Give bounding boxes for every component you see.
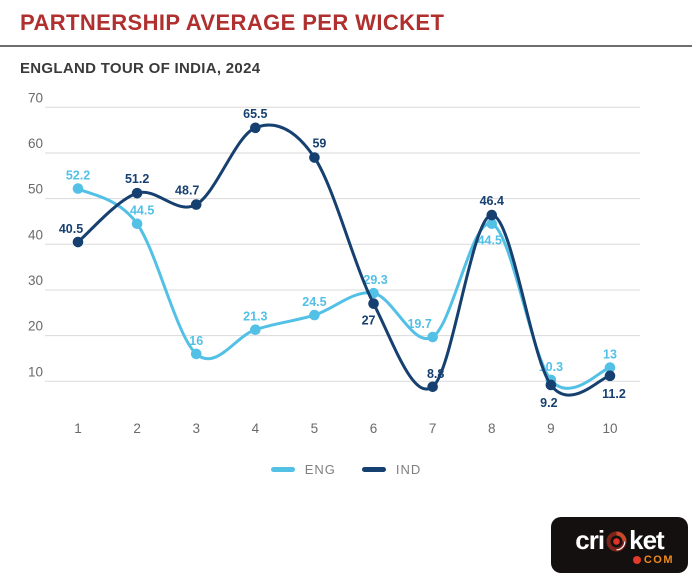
point-ind-4 bbox=[250, 122, 261, 134]
x-tick-label-6: 6 bbox=[370, 421, 378, 436]
x-tick-label-5: 5 bbox=[311, 421, 319, 436]
value-label-ind-2: 51.2 bbox=[125, 172, 149, 186]
y-tick-label-50: 50 bbox=[28, 182, 43, 197]
point-eng-8 bbox=[486, 218, 498, 230]
value-label-ind-1: 40.5 bbox=[59, 222, 83, 236]
logo-com-suffix: COM bbox=[632, 554, 674, 566]
point-eng-10 bbox=[604, 362, 616, 373]
logo-text-ket: ket bbox=[629, 525, 665, 555]
y-tick-label-30: 30 bbox=[28, 273, 43, 288]
value-label-eng-7: 19.7 bbox=[407, 317, 431, 331]
point-eng-5 bbox=[309, 309, 320, 321]
point-ind-1 bbox=[72, 236, 84, 248]
value-label-eng-8: 44.5 bbox=[478, 234, 502, 248]
point-ind-9 bbox=[545, 379, 557, 391]
logo-text-cri: cri bbox=[575, 525, 605, 555]
value-label-eng-3: 16 bbox=[189, 334, 203, 348]
x-tick-label-3: 3 bbox=[192, 421, 200, 436]
line-ind bbox=[76, 123, 612, 397]
x-tick-label-4: 4 bbox=[252, 421, 260, 436]
legend-label-ind: IND bbox=[395, 462, 422, 477]
point-eng-2 bbox=[131, 218, 143, 230]
value-label-ind-3: 48.7 bbox=[175, 184, 199, 198]
value-label-eng-4: 21.3 bbox=[243, 310, 267, 324]
value-label-ind-6: 27 bbox=[362, 314, 376, 328]
x-tick-label-8: 8 bbox=[488, 421, 496, 436]
legend-item-ind: IND bbox=[361, 462, 422, 477]
cricket-ball-icon bbox=[605, 530, 628, 553]
eng-line-swatch bbox=[270, 467, 295, 472]
x-tick-label-9: 9 bbox=[547, 421, 555, 436]
value-label-ind-7: 8.8 bbox=[427, 367, 444, 381]
y-tick-label-10: 10 bbox=[28, 364, 43, 379]
y-tick-label-20: 20 bbox=[28, 319, 43, 334]
value-label-eng-2: 44.5 bbox=[130, 204, 154, 218]
chart-legend: ENG IND bbox=[0, 462, 692, 477]
value-label-ind-9: 9.2 bbox=[540, 396, 557, 410]
value-label-ind-5: 59 bbox=[312, 137, 326, 151]
value-label-ind-8: 46.4 bbox=[480, 194, 504, 208]
logo-text-com: COM bbox=[643, 554, 674, 566]
value-label-eng-10: 13 bbox=[603, 348, 617, 362]
point-ind-10 bbox=[604, 370, 616, 382]
value-label-eng-1: 52.2 bbox=[66, 169, 90, 183]
x-tick-label-10: 10 bbox=[602, 421, 617, 436]
x-tick-label-2: 2 bbox=[133, 421, 141, 436]
point-ind-8 bbox=[486, 209, 498, 221]
title-separator bbox=[0, 45, 692, 47]
y-tick-label-70: 70 bbox=[28, 92, 43, 105]
point-ind-2 bbox=[131, 187, 143, 199]
point-eng-7 bbox=[427, 331, 438, 343]
page-title: PARTNERSHIP AVERAGE PER WICKET bbox=[20, 10, 445, 35]
x-tick-label-7: 7 bbox=[429, 421, 437, 436]
ind-line-swatch bbox=[361, 467, 386, 472]
point-ind-6 bbox=[368, 298, 379, 309]
partnership-chart: 10 20 30 40 50 60 70 1 2 3 4 5 6 7 8 9 10 52.2 44.5 16 21.3 2… bbox=[0, 92, 692, 444]
point-eng-3 bbox=[190, 348, 202, 360]
point-eng-1 bbox=[72, 183, 84, 194]
point-ind-7 bbox=[427, 381, 438, 393]
legend-item-eng: ENG bbox=[270, 462, 336, 477]
chart-svg: 10 20 30 40 50 60 70 1 2 3 4 5 6 7 8 9 10 52.2 44.5 16 21.3 2… bbox=[28, 92, 640, 436]
legend-label-eng: ENG bbox=[304, 462, 336, 477]
chart-subtitle: ENGLAND TOUR OF INDIA, 2024 bbox=[20, 60, 261, 77]
red-dot-icon bbox=[632, 556, 641, 564]
logo-wordmark: cri ket bbox=[575, 525, 665, 555]
value-label-ind-4: 65.5 bbox=[243, 107, 267, 121]
x-tick-label-1: 1 bbox=[74, 421, 82, 436]
y-tick-label-40: 40 bbox=[28, 227, 43, 242]
value-label-ind-10: 11.2 bbox=[602, 387, 626, 401]
value-label-eng-6: 29.3 bbox=[363, 273, 387, 287]
point-ind-3 bbox=[190, 199, 202, 210]
point-eng-4 bbox=[250, 324, 261, 335]
y-tick-label-60: 60 bbox=[28, 136, 43, 151]
line-eng bbox=[76, 187, 612, 390]
point-ind-5 bbox=[309, 152, 320, 163]
cricket-com-logo: cri ket COM bbox=[551, 517, 688, 573]
value-label-eng-5: 24.5 bbox=[302, 295, 326, 309]
